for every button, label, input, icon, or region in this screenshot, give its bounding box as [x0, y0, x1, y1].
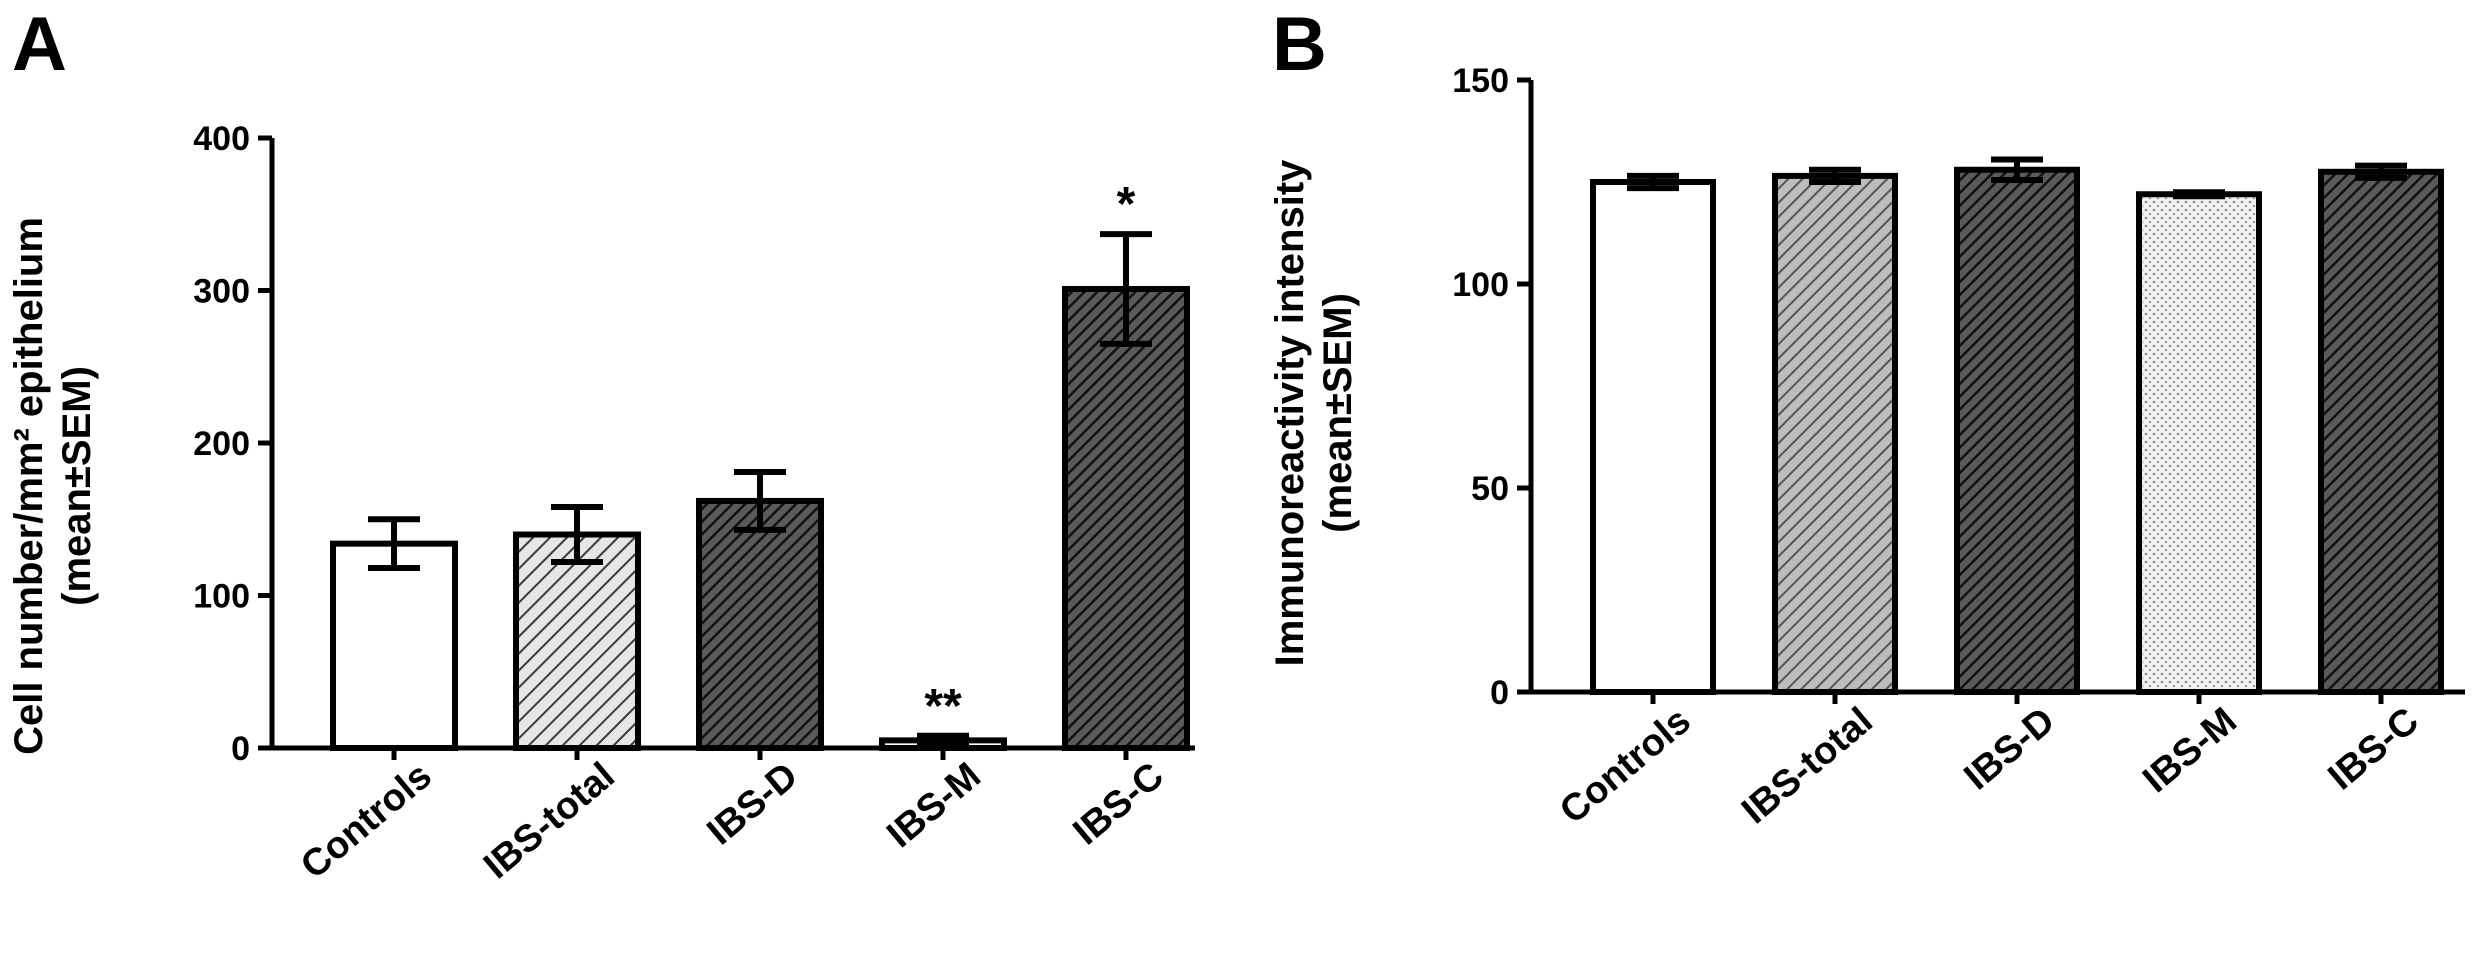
bar-ibs-d	[1954, 166, 2080, 695]
y-tick-label: 400	[193, 120, 250, 158]
error-bar	[1100, 231, 1152, 347]
category-label: IBS-M	[2135, 700, 2244, 801]
bar-ibs-d	[696, 497, 824, 752]
category-label: IBS-M	[879, 755, 988, 856]
plot-area: Controls IBS-total IBS-D IBS-M IBS-C 0 50 100 15…	[1452, 62, 2465, 832]
error-bar	[734, 468, 786, 533]
category-label: Controls	[1552, 700, 1699, 833]
error-bar	[917, 732, 969, 748]
y-axis-title-line-2: (mean±SEM)	[1316, 293, 1360, 533]
y-tick-label: 50	[1471, 470, 1509, 508]
bar-ibs-m	[2136, 191, 2262, 696]
error-bar	[1809, 166, 1861, 185]
category-label: IBS-C	[1066, 755, 1172, 854]
panel-a: A Cell number/mm² epithelium (mean±SEM) …	[7, 2, 1195, 887]
y-tick-label: 150	[1452, 62, 1509, 100]
bar-ibs-c	[1062, 285, 1190, 751]
category-label: IBS-C	[2321, 700, 2427, 799]
category-label: IBS-D	[1957, 700, 2063, 799]
y-axis-title: Cell number/mm² epithelium (mean±SEM)	[7, 217, 99, 755]
y-tick-label: 100	[1452, 266, 1509, 304]
error-bar	[1991, 156, 2043, 183]
bar-ibs-c	[2318, 168, 2444, 696]
panel-label: A	[12, 2, 67, 87]
y-tick-label: 0	[1490, 674, 1509, 712]
error-bar	[2355, 162, 2407, 181]
significance-marker: *	[1117, 178, 1136, 231]
category-label: Controls	[293, 755, 440, 888]
category-label: IBS-total	[1734, 700, 1881, 833]
significance-marker: **	[924, 680, 962, 733]
category-label: IBS-total	[476, 755, 623, 888]
error-bar	[368, 516, 420, 572]
bar-controls	[330, 540, 458, 752]
y-axis-title-line-1: Cell number/mm² epithelium	[7, 217, 51, 755]
error-bar	[551, 504, 603, 565]
bar-controls	[1590, 179, 1716, 695]
bar-ibs-total	[1772, 172, 1898, 695]
panel-label: B	[1272, 2, 1327, 87]
y-axis-title: Immunoreactivity intensity (mean±SEM)	[1268, 159, 1360, 667]
error-bar	[1627, 172, 1679, 192]
error-bar	[2173, 189, 2225, 200]
bar-ibs-total	[513, 531, 641, 751]
y-tick-label: 100	[193, 578, 250, 616]
y-axis-title-line-1: Immunoreactivity intensity	[1268, 159, 1312, 667]
y-tick-label: 0	[231, 730, 250, 768]
y-tick-label: 300	[193, 273, 250, 311]
category-label: IBS-D	[700, 755, 806, 854]
y-tick-label: 200	[193, 425, 250, 463]
y-axis-title-line-2: (mean±SEM)	[55, 366, 99, 606]
panel-b: B Immunoreactivity intensity (mean±SEM) …	[1268, 2, 2465, 832]
plot-area: Controls IBS-total IBS-D ** IBS-M * IBS-C 0 100 2…	[193, 120, 1195, 887]
